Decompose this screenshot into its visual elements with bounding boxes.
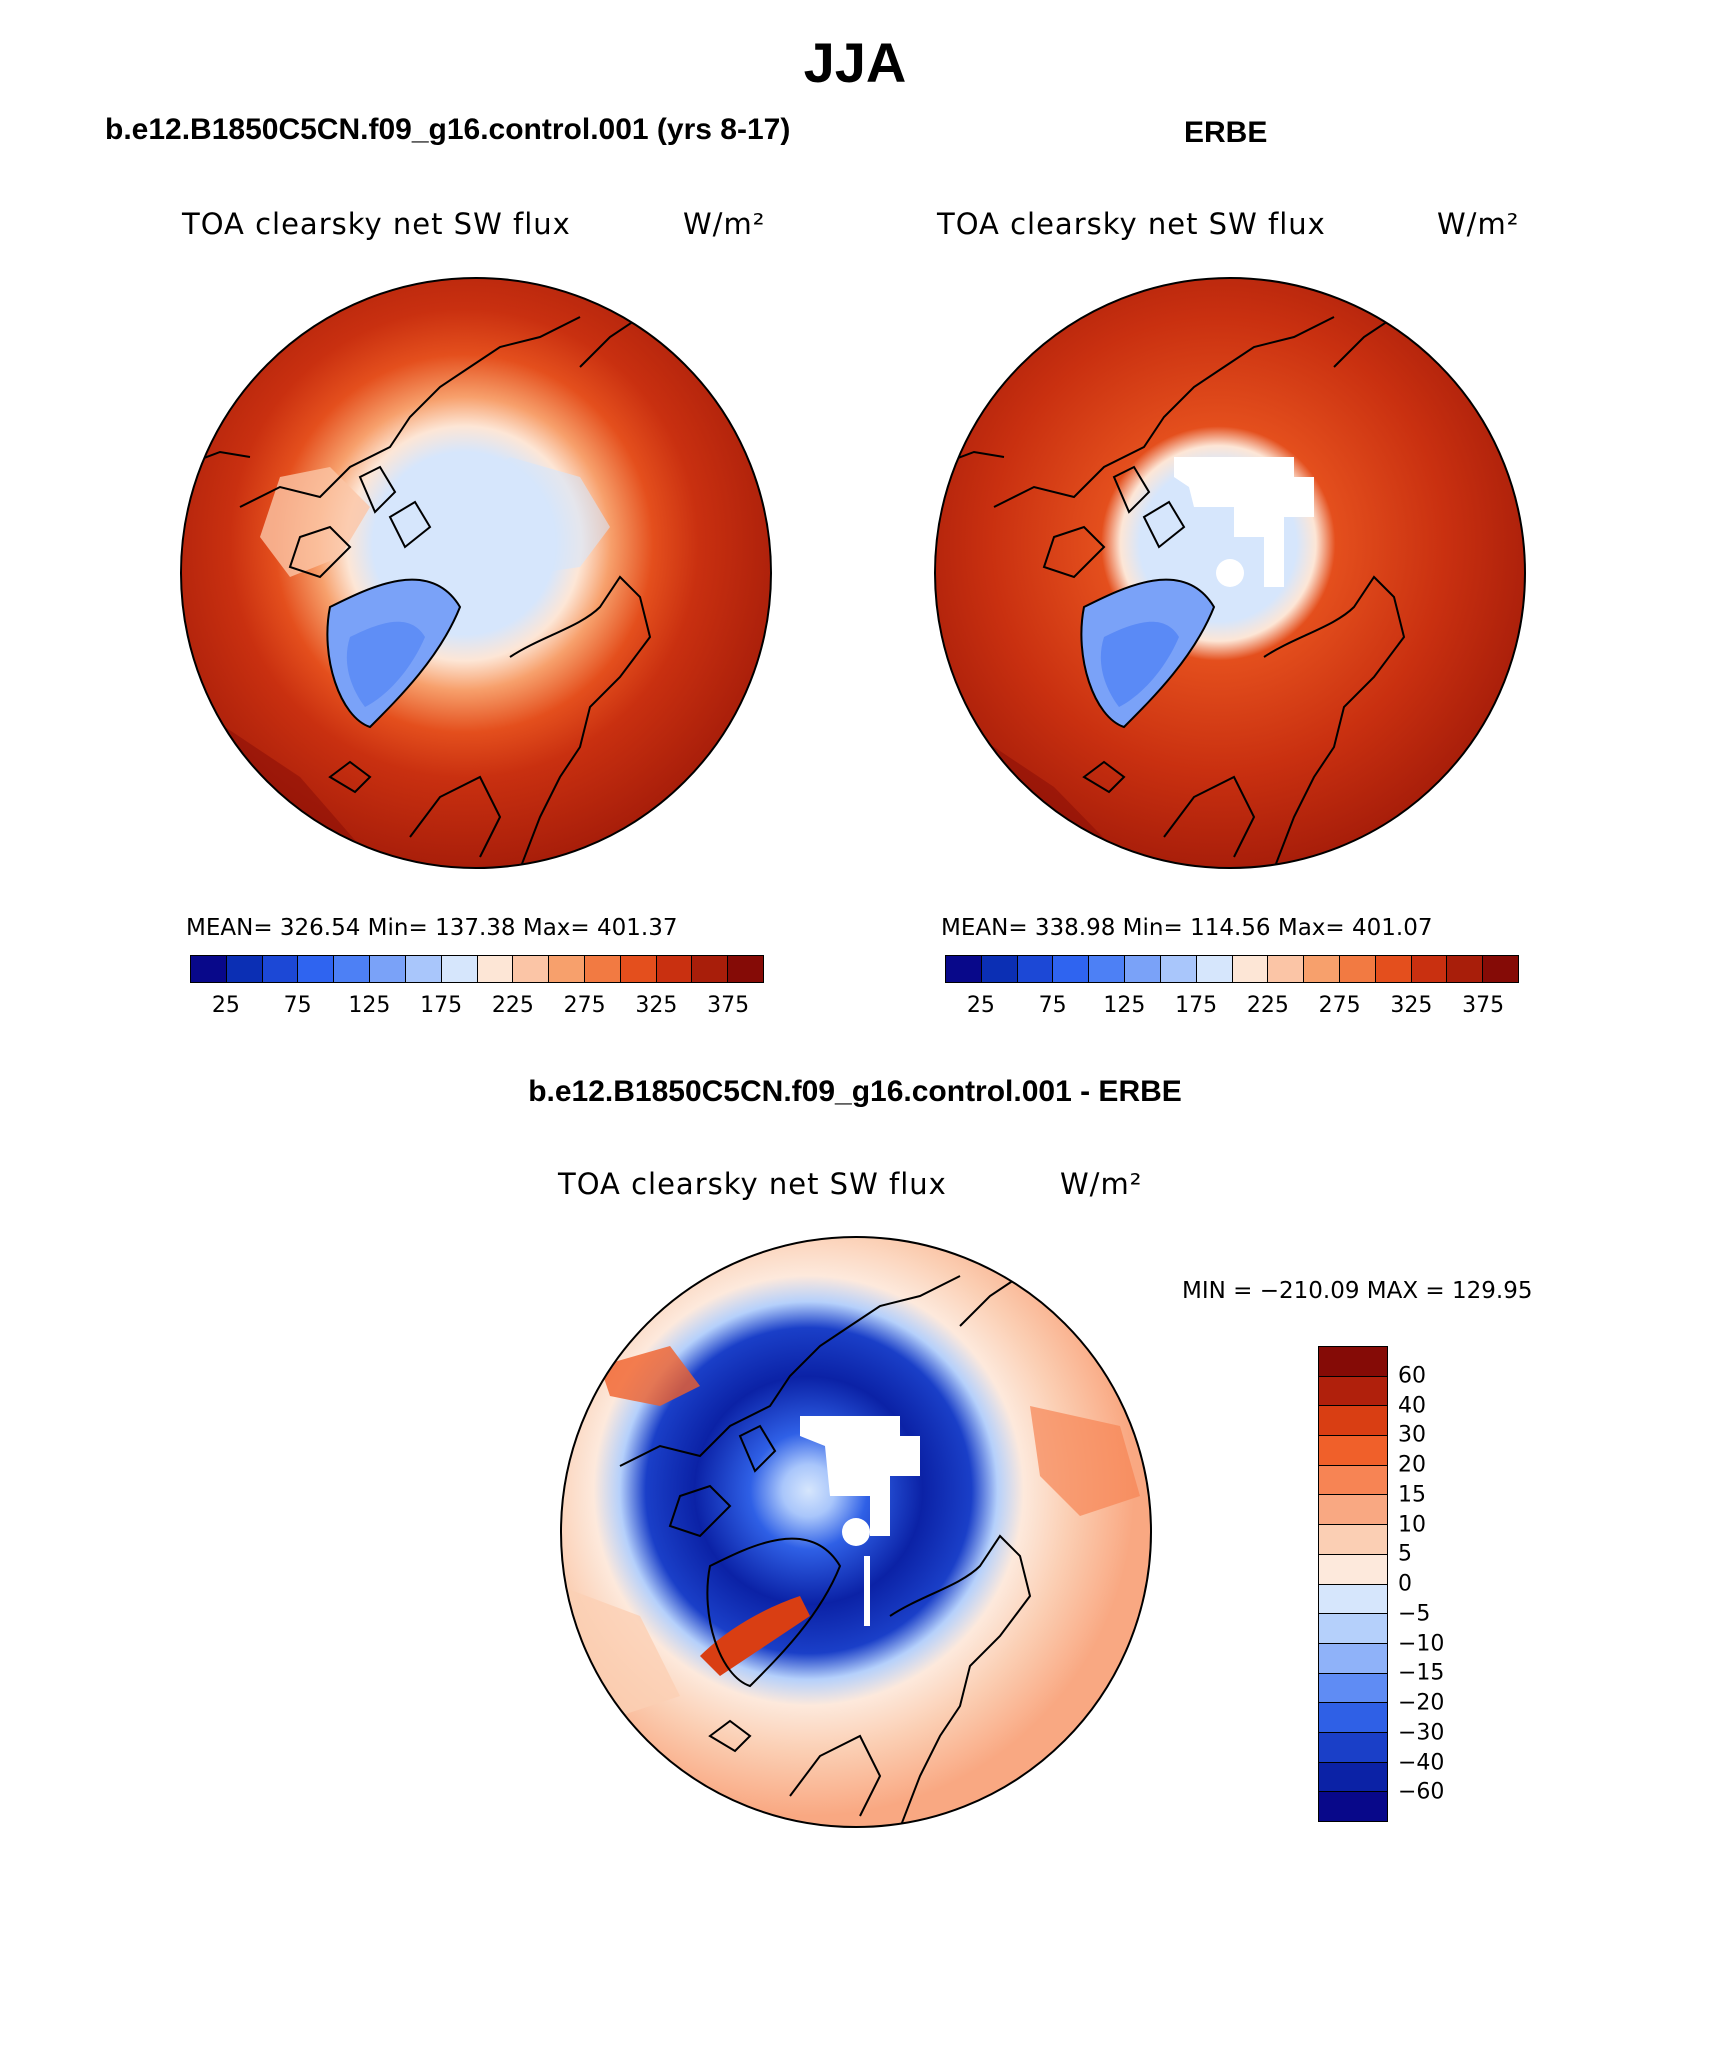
model-stats: MEAN= 326.54 Min= 137.38 Max= 401.37 <box>186 915 678 941</box>
colorbar-tick-label: 275 <box>1318 993 1361 1018</box>
colorbar-tick-label: 15 <box>1398 1482 1426 1508</box>
obs-polar-map <box>934 277 1526 869</box>
colorbar-tick-label: −60 <box>1398 1779 1445 1805</box>
colorbar-swatch <box>1319 1554 1387 1585</box>
colorbar-swatch <box>1232 956 1269 982</box>
colorbar-swatch <box>620 956 657 982</box>
colorbar-tick-label: 20 <box>1398 1452 1426 1478</box>
colorbar-tick-label: 175 <box>1175 993 1218 1018</box>
diff-polar-map <box>560 1236 1152 1828</box>
colorbar-swatch <box>1304 956 1340 982</box>
colorbar-tick-label: 325 <box>1390 993 1433 1018</box>
colorbar-swatch <box>728 956 763 982</box>
colorbar-swatch <box>1319 1732 1387 1763</box>
colorbar-tick-label: 375 <box>707 993 750 1018</box>
colorbar-tick-label: 275 <box>563 993 606 1018</box>
colorbar-swatch <box>1089 956 1126 982</box>
colorbar-swatch <box>1319 1762 1387 1793</box>
colorbar-swatch <box>1319 1703 1387 1733</box>
colorbar-tick-label: 125 <box>348 993 391 1018</box>
model-units-label: W/m² <box>683 207 766 241</box>
colorbar-swatch <box>226 956 263 982</box>
colorbar-swatch <box>1125 956 1161 982</box>
colorbar-tick-label: 0 <box>1398 1571 1412 1597</box>
colorbar-tick-label: 225 <box>491 993 534 1018</box>
colorbar-tick-label: 10 <box>1398 1512 1426 1537</box>
colorbar-swatch <box>1375 956 1412 982</box>
colorbar-tick-label: 375 <box>1462 993 1505 1018</box>
colorbar-swatch <box>1447 956 1484 982</box>
colorbar-swatch <box>1319 1406 1387 1437</box>
colorbar-swatch <box>1319 1584 1387 1615</box>
diff-variable-label: TOA clearsky net SW flux <box>558 1167 947 1201</box>
colorbar-swatch <box>1196 956 1233 982</box>
colorbar-swatch <box>1319 1465 1387 1496</box>
colorbar-tick-label: 225 <box>1246 993 1289 1018</box>
colorbar-swatch <box>549 956 585 982</box>
obs-units-label: W/m² <box>1437 207 1520 241</box>
colorbar-tick-label: 60 <box>1398 1363 1426 1389</box>
colorbar-swatch <box>1319 1614 1387 1644</box>
colorbar-tick-label: 125 <box>1103 993 1146 1018</box>
colorbar-swatch <box>1268 956 1305 982</box>
colorbar-swatch <box>1319 1376 1387 1407</box>
colorbar-swatch <box>191 956 227 982</box>
colorbar-swatch <box>1319 1436 1387 1466</box>
colorbar-tick-label: 175 <box>420 993 463 1018</box>
colorbar-tick-label: 30 <box>1398 1422 1426 1448</box>
colorbar-swatch <box>981 956 1018 982</box>
colorbar-tick-label: −15 <box>1398 1660 1445 1686</box>
colorbar-swatch <box>584 956 621 982</box>
colorbar-swatch <box>656 956 693 982</box>
diff-panel-title: b.e12.B1850C5CN.f09_g16.control.001 - ER… <box>528 1075 1182 1108</box>
diff-units-label: W/m² <box>1060 1167 1143 1201</box>
colorbar-swatch <box>513 956 550 982</box>
colorbar-tick-label: −20 <box>1398 1690 1445 1716</box>
colorbar-swatch <box>262 956 299 982</box>
colorbar-tick-label: −30 <box>1398 1720 1445 1746</box>
colorbar-swatch <box>1319 1495 1387 1526</box>
model-colorbar <box>190 955 764 983</box>
colorbar-swatch <box>1160 956 1197 982</box>
main-title: JJA <box>803 31 907 94</box>
diff-colorbar <box>1318 1346 1388 1822</box>
colorbar-swatch <box>1339 956 1376 982</box>
colorbar-swatch <box>1319 1673 1387 1704</box>
colorbar-swatch <box>1017 956 1054 982</box>
colorbar-tick-label: 325 <box>635 993 678 1018</box>
colorbar-swatch <box>334 956 371 982</box>
colorbar-tick-label: 25 <box>211 993 240 1018</box>
colorbar-tick-label: 75 <box>1038 993 1067 1018</box>
colorbar-tick-label: 5 <box>1398 1541 1412 1567</box>
colorbar-tick-label: −40 <box>1398 1750 1445 1775</box>
model-polar-map <box>180 277 772 869</box>
colorbar-swatch <box>692 956 729 982</box>
colorbar-tick-label: −10 <box>1398 1631 1445 1656</box>
colorbar-tick-label: 40 <box>1398 1393 1426 1418</box>
colorbar-swatch <box>1319 1347 1387 1377</box>
colorbar-swatch <box>1411 956 1448 982</box>
colorbar-swatch <box>1483 956 1518 982</box>
obs-panel-title: ERBE <box>1184 116 1268 149</box>
colorbar-swatch <box>1319 1643 1387 1674</box>
model-variable-label: TOA clearsky net SW flux <box>182 207 571 241</box>
colorbar-tick-label: 25 <box>966 993 995 1018</box>
obs-stats: MEAN= 338.98 Min= 114.56 Max= 401.07 <box>941 915 1433 941</box>
colorbar-swatch <box>441 956 478 982</box>
colorbar-swatch <box>370 956 406 982</box>
colorbar-tick-label: 75 <box>283 993 312 1018</box>
obs-variable-label: TOA clearsky net SW flux <box>937 207 1326 241</box>
model-panel-title: b.e12.B1850C5CN.f09_g16.control.001 (yrs… <box>105 113 791 146</box>
colorbar-swatch <box>405 956 442 982</box>
diff-stats: MIN = −210.09 MAX = 129.95 <box>1182 1278 1533 1304</box>
colorbar-tick-label: −5 <box>1398 1601 1431 1627</box>
colorbar-swatch <box>477 956 514 982</box>
obs-colorbar <box>945 955 1519 983</box>
colorbar-swatch <box>1053 956 1090 982</box>
colorbar-swatch <box>946 956 982 982</box>
colorbar-swatch <box>298 956 335 982</box>
colorbar-swatch <box>1319 1792 1387 1821</box>
colorbar-swatch <box>1319 1525 1387 1555</box>
